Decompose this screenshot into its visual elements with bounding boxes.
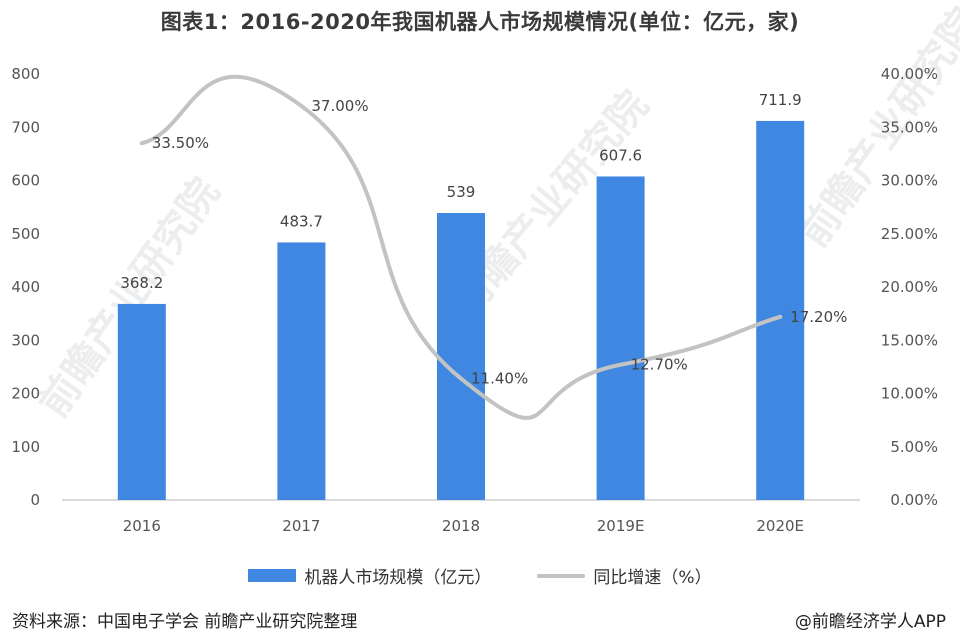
y-right-tick-label: 0.00% (890, 491, 938, 509)
line-value-label: 11.40% (471, 370, 528, 388)
y-left-tick-label: 300 (11, 331, 40, 349)
legend-item-line: 同比增速（%） (537, 563, 712, 588)
legend: 机器人市场规模（亿元） 同比增速（%） (0, 563, 960, 588)
line-value-label: 37.00% (311, 97, 368, 115)
line-point (459, 376, 463, 381)
legend-line-label: 同比增速（%） (593, 568, 712, 588)
y-left-tick-label: 700 (11, 118, 40, 136)
y-right-tick-label: 15.00% (881, 331, 938, 349)
legend-bar-swatch (248, 569, 297, 582)
y-right-tick-label: 5.00% (890, 438, 938, 456)
line-value-label: 12.70% (631, 356, 688, 374)
bar (117, 303, 166, 500)
y-right-tick-label: 20.00% (881, 278, 938, 296)
y-left-tick-label: 100 (11, 438, 40, 456)
bar-value-label: 711.9 (759, 91, 802, 109)
bar (596, 176, 645, 500)
legend-bar-label: 机器人市场规模（亿元） (304, 568, 492, 588)
y-left-tick-label: 400 (11, 278, 40, 296)
bar-value-label: 368.2 (120, 274, 163, 292)
line-point (299, 103, 304, 108)
watermark-layer: 前瞻产业研究院 前瞻产业研究院 前瞻产业研究院 (31, 0, 960, 426)
x-tick-label: 2018 (442, 517, 480, 535)
y-right-tick-label: 35.00% (881, 118, 938, 136)
chart-title: 图表1：2016-2020年我国机器人市场规模情况(单位：亿元，家) (160, 10, 800, 34)
y-left-tick-label: 0 (30, 491, 40, 509)
legend-item-bar: 机器人市场规模（亿元） (248, 563, 491, 588)
x-tick-label: 2020E (756, 517, 804, 535)
bar-value-label: 539 (447, 183, 476, 201)
y-left-tick-label: 200 (11, 385, 40, 403)
x-tick-label: 2017 (282, 517, 320, 535)
bar-value-label: 607.6 (599, 146, 642, 164)
bar (756, 120, 805, 500)
bar (437, 212, 485, 501)
growth-rate-line (139, 74, 783, 420)
source-note: 资料来源：中国电子学会 前瞻产业研究院整理 (12, 612, 358, 632)
publisher-credit: @前瞻经济学人APP (794, 612, 946, 632)
y-left-tick-label: 500 (11, 225, 40, 243)
x-tick-label: 2019E (597, 517, 645, 535)
line-point (618, 362, 623, 367)
y-right-tick-label: 40.00% (881, 65, 938, 83)
y-left-tick-label: 800 (11, 65, 40, 83)
footer: 资料来源：中国电子学会 前瞻产业研究院整理 @前瞻经济学人APP (12, 607, 946, 632)
data-labels: 368.2 483.7 539 607.6 711.9 33.50% 37.00% 11.40… (120, 91, 847, 388)
y-right-tick-label: 30.00% (881, 172, 938, 190)
line-point (778, 314, 783, 319)
line-value-label: 17.20% (790, 308, 847, 326)
y-left-tick-label: 600 (11, 172, 40, 190)
bar-series (117, 120, 805, 501)
bar-value-label: 483.7 (280, 212, 323, 230)
y-right-tick-label: 25.00% (881, 225, 938, 243)
legend-line-swatch (537, 573, 586, 578)
line-series (139, 74, 783, 420)
bar (277, 242, 326, 500)
line-value-label: 33.50% (152, 134, 209, 152)
line-point (139, 141, 144, 146)
x-tick-label: 2016 (123, 517, 161, 535)
y-right-tick-label: 10.00% (881, 385, 938, 403)
combo-chart: 前瞻产业研究院 前瞻产业研究院 前瞻产业研究院 0 100 200 300 400 500 60… (11, 0, 960, 535)
